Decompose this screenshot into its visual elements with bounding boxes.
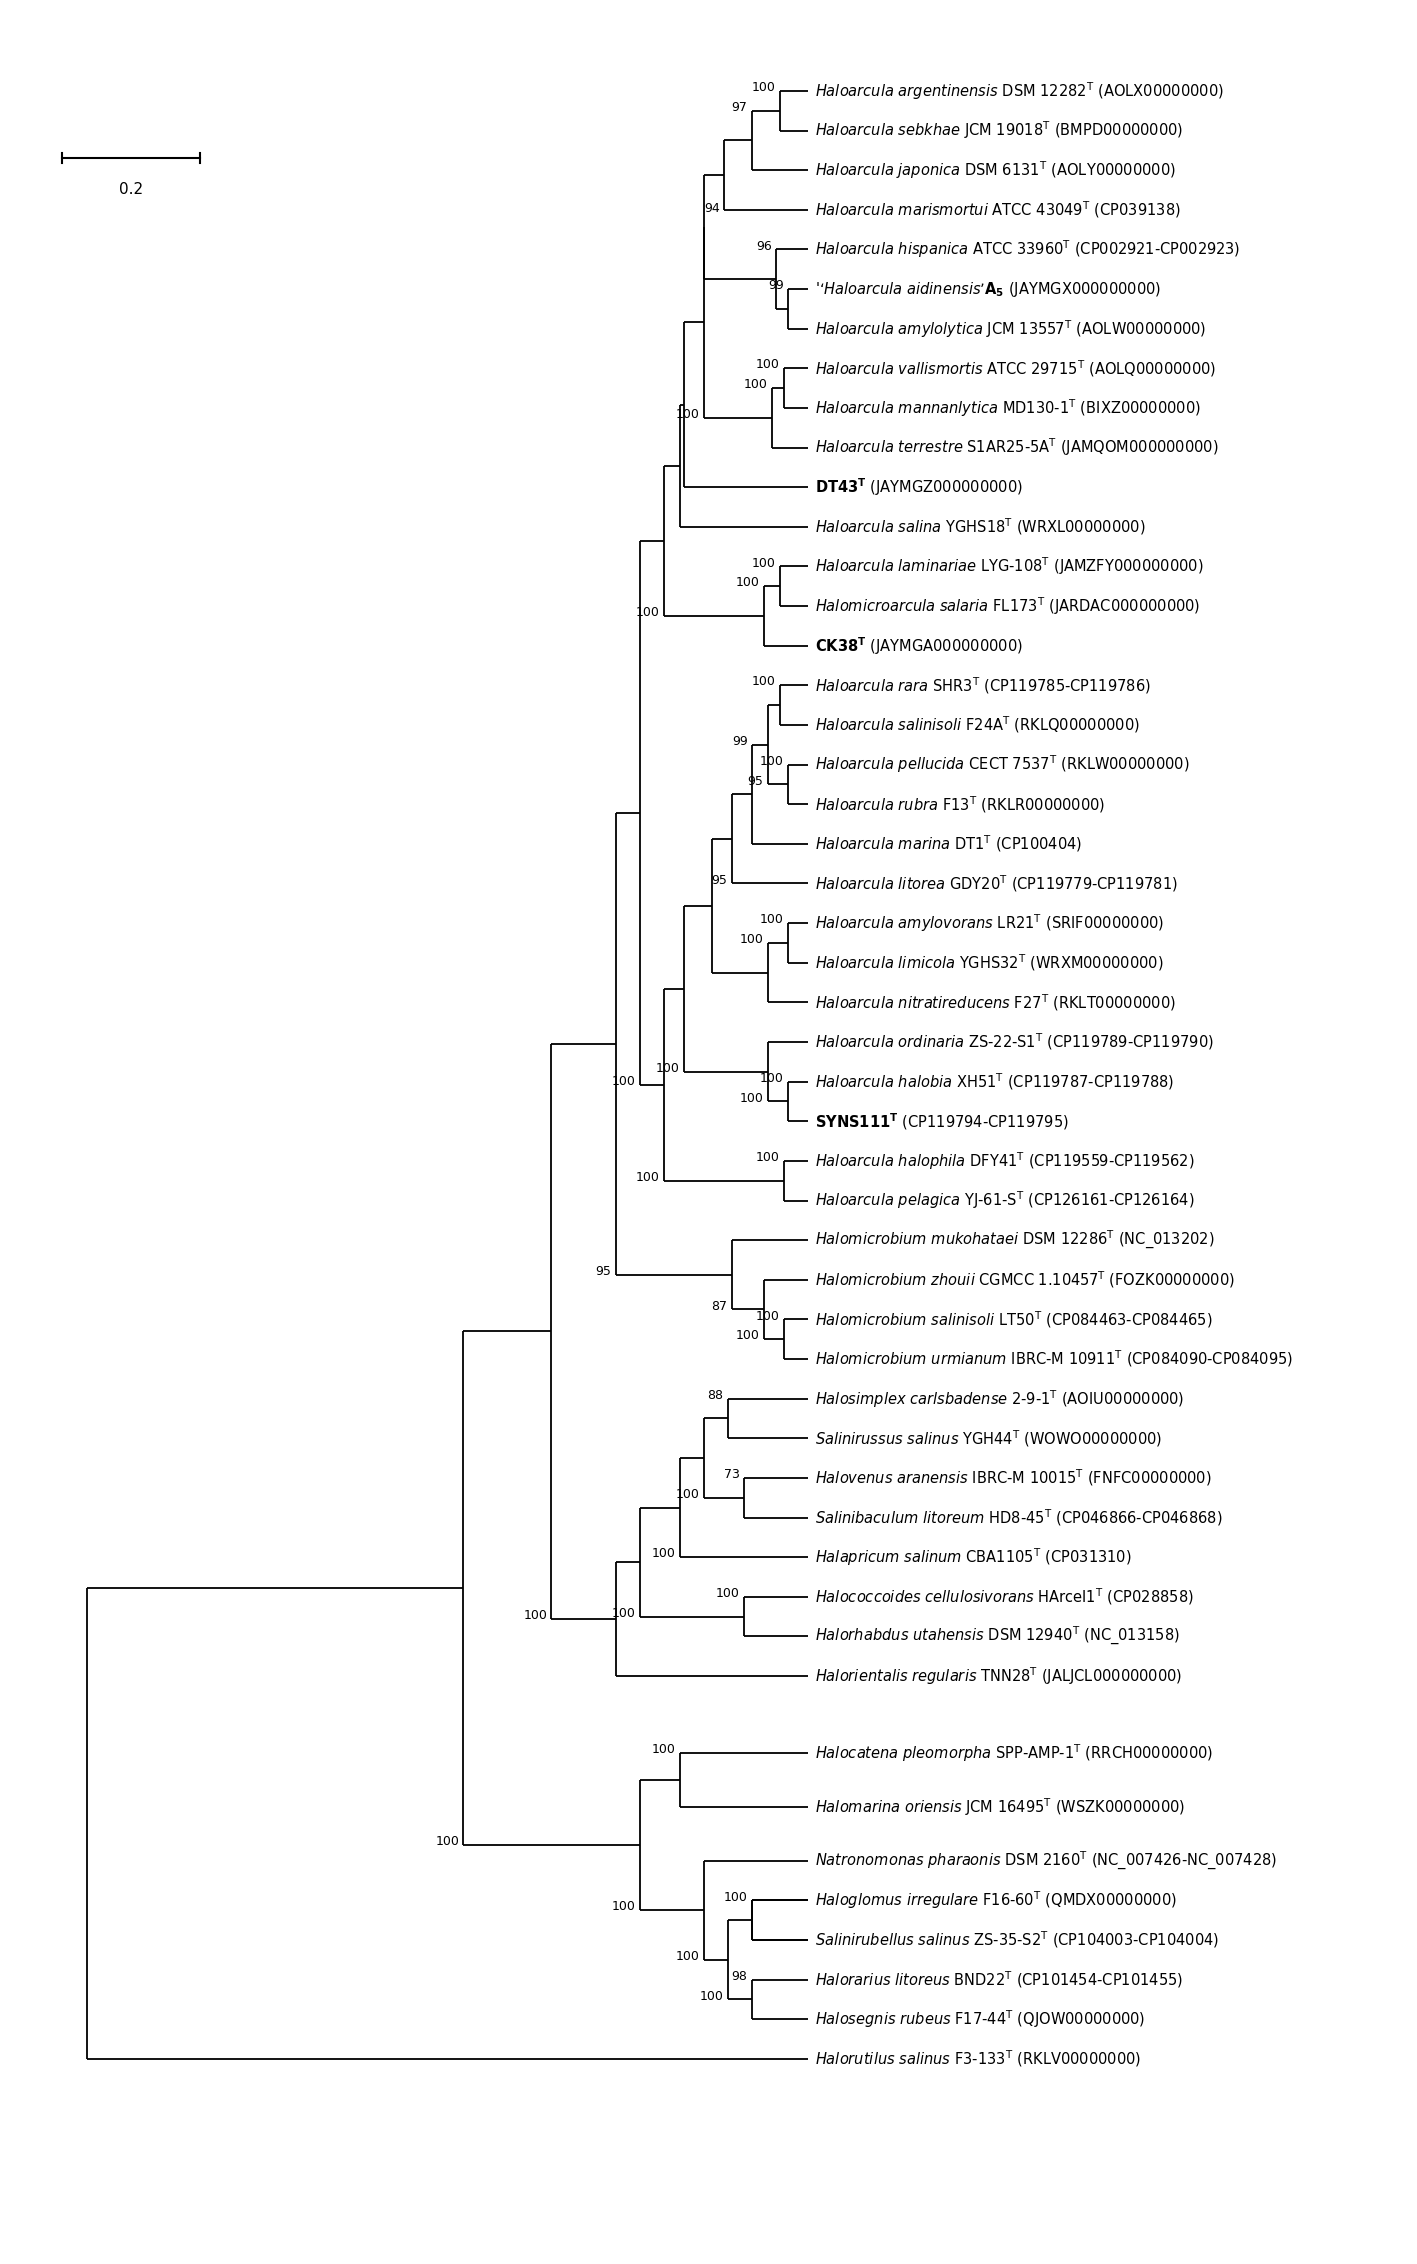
Text: $\it{Haloarcula}$ $\it{marismortui}$ ATCC 43049$^\mathrm{T}$ (CP039138): $\it{Haloarcula}$ $\it{marismortui}$ ATC… — [815, 199, 1180, 220]
Text: 100: 100 — [740, 933, 764, 946]
Text: 95: 95 — [711, 874, 727, 887]
Text: $\mathbf{CK38}$$^\mathbf{T}$ (JAYMGA000000000): $\mathbf{CK38}$$^\mathbf{T}$ (JAYMGA0000… — [815, 634, 1022, 657]
Text: $\it{Halomicrobium}$ $\it{urmianum}$ IBRC-M 10911$^\mathrm{T}$ (CP084090-CP08409: $\it{Halomicrobium}$ $\it{urmianum}$ IBR… — [815, 1349, 1292, 1370]
Text: $\it{Haloarcula}$ $\it{ordinaria}$ ZS-22-S1$^\mathrm{T}$ (CP119789-CP119790): $\it{Haloarcula}$ $\it{ordinaria}$ ZS-22… — [815, 1032, 1213, 1053]
Text: 96: 96 — [755, 240, 772, 254]
Text: 100: 100 — [755, 358, 779, 371]
Text: $\it{Halorarius}$ $\it{litoreus}$ BND22$^\mathrm{T}$ (CP101454-CP101455): $\it{Halorarius}$ $\it{litoreus}$ BND22$… — [815, 1970, 1183, 1990]
Text: $\it{Salinirussus}$ $\it{salinus}$ YGH44$^\mathrm{T}$ (WOWO00000000): $\it{Salinirussus}$ $\it{salinus}$ YGH44… — [815, 1429, 1162, 1449]
Text: $\it{Halomarina}$ $\it{oriensis}$ JCM 16495$^\mathrm{T}$ (WSZK00000000): $\it{Halomarina}$ $\it{oriensis}$ JCM 16… — [815, 1795, 1185, 1818]
Text: $\it{Haloarcula}$ $\it{salinisoli}$ F24A$^\mathrm{T}$ (RKLQ00000000): $\it{Haloarcula}$ $\it{salinisoli}$ F24A… — [815, 715, 1139, 736]
Text: $\it{Haloarcula}$ $\it{hispanica}$ ATCC 33960$^\mathrm{T}$ (CP002921-CP002923): $\it{Haloarcula}$ $\it{hispanica}$ ATCC … — [815, 238, 1240, 260]
Text: 88: 88 — [707, 1388, 724, 1401]
Text: 87: 87 — [711, 1300, 727, 1313]
Text: $\it{Haloarcula}$ $\it{halobia}$ XH51$^\mathrm{T}$ (CP119787-CP119788): $\it{Haloarcula}$ $\it{halobia}$ XH51$^\… — [815, 1071, 1175, 1091]
Text: $\it{Haloarcula}$ $\it{limicola}$ YGHS32$^\mathrm{T}$ (WRXM00000000): $\it{Haloarcula}$ $\it{limicola}$ YGHS32… — [815, 953, 1163, 974]
Text: 97: 97 — [731, 102, 748, 113]
Text: 100: 100 — [755, 1150, 779, 1164]
Text: 73: 73 — [724, 1467, 740, 1481]
Text: $\it{Haloarcula}$ $\it{vallismortis}$ ATCC 29715$^\mathrm{T}$ (AOLQ00000000): $\it{Haloarcula}$ $\it{vallismortis}$ AT… — [815, 358, 1216, 378]
Text: 100: 100 — [735, 1329, 760, 1343]
Text: 95: 95 — [595, 1266, 611, 1277]
Text: '‘$\mathbf{\it{Haloarcula}}$ $\mathbf{\it{aidinensis}}$’$\mathbf{ A_5}$ (JAYMGX0: '‘$\mathbf{\it{Haloarcula}}$ $\mathbf{\i… — [815, 278, 1161, 299]
Text: 100: 100 — [435, 1836, 459, 1847]
Text: $\it{Halovenus}$ $\it{aranensis}$ IBRC-M 10015$^\mathrm{T}$ (FNFC00000000): $\it{Halovenus}$ $\it{aranensis}$ IBRC-M… — [815, 1467, 1212, 1487]
Text: $\it{Halorutilus}$ $\it{salinus}$ F3-133$^\mathrm{T}$ (RKLV00000000): $\it{Halorutilus}$ $\it{salinus}$ F3-133… — [815, 2049, 1141, 2069]
Text: $\it{Halococcoides}$ $\it{cellulosivorans}$ HArcel1$^\mathrm{T}$ (CP028858): $\it{Halococcoides}$ $\it{cellulosivoran… — [815, 1587, 1193, 1607]
Text: $\it{Haloarcula}$ $\it{laminariae}$ LYG-108$^\mathrm{T}$ (JAMZFY000000000): $\it{Haloarcula}$ $\it{laminariae}$ LYG-… — [815, 555, 1203, 577]
Text: 100: 100 — [760, 1071, 784, 1084]
Text: $\mathbf{SYNS111}$$^\mathbf{T}$ (CP119794-CP119795): $\mathbf{SYNS111}$$^\mathbf{T}$ (CP11979… — [815, 1112, 1068, 1132]
Text: $\it{Haloarcula}$ $\it{argentinensis}$ DSM 12282$^\mathrm{T}$ (AOLX00000000): $\it{Haloarcula}$ $\it{argentinensis}$ D… — [815, 79, 1223, 102]
Text: $\it{Halorientalis}$ $\it{regularis}$ TNN28$^\mathrm{T}$ (JALJCL000000000): $\it{Halorientalis}$ $\it{regularis}$ TN… — [815, 1666, 1182, 1687]
Text: $\it{Haloarcula}$ $\it{nitratireducens}$ F27$^\mathrm{T}$ (RKLT00000000): $\it{Haloarcula}$ $\it{nitratireducens}$… — [815, 992, 1176, 1012]
Text: 98: 98 — [731, 1970, 748, 1983]
Text: $\it{Haloarcula}$ $\it{japonica}$ DSM 6131$^\mathrm{T}$ (AOLY00000000): $\it{Haloarcula}$ $\it{japonica}$ DSM 61… — [815, 158, 1176, 181]
Text: 100: 100 — [760, 912, 784, 926]
Text: $\it{Salinibaculum}$ $\it{litoreum}$ HD8-45$^\mathrm{T}$ (CP046866-CP046868): $\it{Salinibaculum}$ $\it{litoreum}$ HD8… — [815, 1508, 1223, 1528]
Text: 100: 100 — [676, 1487, 700, 1501]
Text: $\it{Halosimplex}$ $\it{carlsbadense}$ 2-9-1$^\mathrm{T}$ (AOIU00000000): $\it{Halosimplex}$ $\it{carlsbadense}$ 2… — [815, 1388, 1185, 1410]
Text: 100: 100 — [755, 1309, 779, 1322]
Text: $\it{Haloarcula}$ $\it{rara}$ SHR3$^\mathrm{T}$ (CP119785-CP119786): $\it{Haloarcula}$ $\it{rara}$ SHR3$^\mat… — [815, 675, 1151, 695]
Text: $\it{Haloarcula}$ $\it{amylolytica}$ JCM 13557$^\mathrm{T}$ (AOLW00000000): $\it{Haloarcula}$ $\it{amylolytica}$ JCM… — [815, 317, 1206, 340]
Text: $\it{Halomicroarcula}$ $\it{salaria}$ FL173$^\mathrm{T}$ (JARDAC000000000): $\it{Halomicroarcula}$ $\it{salaria}$ FL… — [815, 595, 1200, 616]
Text: 100: 100 — [716, 1587, 740, 1601]
Text: $\it{Halosegnis}$ $\it{rubeus}$ F17-44$^\mathrm{T}$ (QJOW00000000): $\it{Halosegnis}$ $\it{rubeus}$ F17-44$^… — [815, 2008, 1145, 2031]
Text: 95: 95 — [748, 774, 764, 788]
Text: 0.2: 0.2 — [119, 181, 143, 197]
Text: 100: 100 — [751, 557, 775, 571]
Text: $\it{Haloarcula}$ $\it{terrestre}$ S1AR25-5A$^\mathrm{T}$ (JAMQOM000000000): $\it{Haloarcula}$ $\it{terrestre}$ S1AR2… — [815, 437, 1219, 457]
Text: $\mathbf{DT43}$$^\mathbf{T}$ (JAYMGZ000000000): $\mathbf{DT43}$$^\mathbf{T}$ (JAYMGZ0000… — [815, 475, 1023, 498]
Text: 100: 100 — [652, 1743, 676, 1757]
Text: 100: 100 — [744, 378, 768, 392]
Text: $\it{Haloarcula}$ $\it{pellucida}$ CECT 7537$^\mathrm{T}$ (RKLW00000000): $\it{Haloarcula}$ $\it{pellucida}$ CECT … — [815, 754, 1189, 777]
Text: $\it{Halocatena}$ $\it{pleomorpha}$ SPP-AMP-1$^\mathrm{T}$ (RRCH00000000): $\it{Halocatena}$ $\it{pleomorpha}$ SPP-… — [815, 1743, 1213, 1764]
Text: 100: 100 — [735, 577, 760, 589]
Text: $\it{Haloarcula}$ $\it{halophila}$ DFY41$^\mathrm{T}$ (CP119559-CP119562): $\it{Haloarcula}$ $\it{halophila}$ DFY41… — [815, 1150, 1195, 1173]
Text: 100: 100 — [740, 1091, 764, 1105]
Text: $\it{Halapricum}$ $\it{salinum}$ CBA1105$^\mathrm{T}$ (CP031310): $\it{Halapricum}$ $\it{salinum}$ CBA1105… — [815, 1546, 1131, 1569]
Text: $\it{Natronomonas}$ $\it{pharaonis}$ DSM 2160$^\mathrm{T}$ (NC_007426-NC_007428): $\it{Natronomonas}$ $\it{pharaonis}$ DSM… — [815, 1850, 1277, 1872]
Text: 100: 100 — [751, 675, 775, 688]
Text: 100: 100 — [523, 1610, 547, 1623]
Text: 99: 99 — [768, 278, 784, 292]
Text: 94: 94 — [704, 201, 720, 215]
Text: $\it{Haloarcula}$ $\it{mannanlytica}$ MD130-1$^\mathrm{T}$ (BIXZ00000000): $\it{Haloarcula}$ $\it{mannanlytica}$ MD… — [815, 396, 1200, 419]
Text: 99: 99 — [731, 736, 748, 747]
Text: 100: 100 — [612, 1075, 635, 1089]
Text: 100: 100 — [636, 607, 659, 618]
Text: 100: 100 — [676, 1949, 700, 1963]
Text: 100: 100 — [724, 1890, 748, 1904]
Text: $\it{Halomicrobium}$ $\it{salinisoli}$ LT50$^\mathrm{T}$ (CP084463-CP084465): $\it{Halomicrobium}$ $\it{salinisoli}$ L… — [815, 1309, 1212, 1329]
Text: 100: 100 — [612, 1607, 635, 1619]
Text: $\it{Halomicrobium}$ $\it{zhouii}$ CGMCC 1.10457$^\mathrm{T}$ (FOZK00000000): $\it{Halomicrobium}$ $\it{zhouii}$ CGMCC… — [815, 1270, 1234, 1290]
Text: $\it{Halomicrobium}$ $\it{mukohataei}$ DSM 12286$^\mathrm{T}$ (NC_013202): $\it{Halomicrobium}$ $\it{mukohataei}$ D… — [815, 1229, 1214, 1252]
Text: $\it{Haloarcula}$ $\it{litorea}$ GDY20$^\mathrm{T}$ (CP119779-CP119781): $\it{Haloarcula}$ $\it{litorea}$ GDY20$^… — [815, 874, 1178, 894]
Text: 100: 100 — [760, 754, 784, 767]
Text: 100: 100 — [656, 1062, 680, 1075]
Text: 100: 100 — [700, 1990, 724, 2004]
Text: 100: 100 — [636, 1170, 659, 1184]
Text: $\it{Haloarcula}$ $\it{amylovorans}$ LR21$^\mathrm{T}$ (SRIF00000000): $\it{Haloarcula}$ $\it{amylovorans}$ LR2… — [815, 912, 1163, 935]
Text: $\it{Haloglomus}$ $\it{irregulare}$ F16-60$^\mathrm{T}$ (QMDX00000000): $\it{Haloglomus}$ $\it{irregulare}$ F16-… — [815, 1890, 1176, 1911]
Text: $\it{Haloarcula}$ $\it{sebkhae}$ JCM 19018$^\mathrm{T}$ (BMPD00000000): $\it{Haloarcula}$ $\it{sebkhae}$ JCM 190… — [815, 120, 1183, 140]
Text: 100: 100 — [612, 1899, 635, 1913]
Text: 100: 100 — [751, 82, 775, 95]
Text: $\it{Haloarcula}$ $\it{rubra}$ F13$^\mathrm{T}$ (RKLR00000000): $\it{Haloarcula}$ $\it{rubra}$ F13$^\mat… — [815, 795, 1105, 815]
Text: $\it{Haloarcula}$ $\it{pelagica}$ YJ-61-S$^\mathrm{T}$ (CP126161-CP126164): $\it{Haloarcula}$ $\it{pelagica}$ YJ-61-… — [815, 1189, 1195, 1211]
Text: $\it{Haloarcula}$ $\it{salina}$ YGHS18$^\mathrm{T}$ (WRXL00000000): $\it{Haloarcula}$ $\it{salina}$ YGHS18$^… — [815, 516, 1145, 537]
Text: $\it{Salinirubellus}$ $\it{salinus}$ ZS-35-S2$^\mathrm{T}$ (CP104003-CP104004): $\it{Salinirubellus}$ $\it{salinus}$ ZS-… — [815, 1929, 1219, 1949]
Text: $\it{Haloarcula}$ $\it{marina}$ DT1$^\mathrm{T}$ (CP100404): $\it{Haloarcula}$ $\it{marina}$ DT1$^\ma… — [815, 833, 1081, 854]
Text: 100: 100 — [652, 1546, 676, 1560]
Text: 100: 100 — [676, 408, 700, 421]
Text: $\it{Halorhabdus}$ $\it{utahensis}$ DSM 12940$^\mathrm{T}$ (NC_013158): $\it{Halorhabdus}$ $\it{utahensis}$ DSM … — [815, 1626, 1179, 1648]
